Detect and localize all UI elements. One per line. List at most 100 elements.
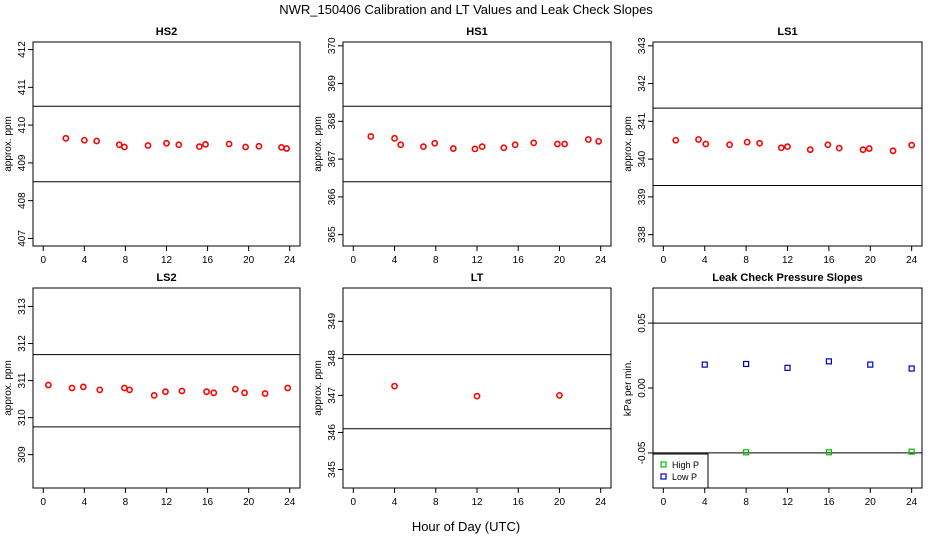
- data-point: [115, 141, 123, 149]
- y-tick-label: 412: [17, 41, 28, 58]
- data-point: [261, 390, 269, 397]
- legend-marker: [660, 461, 667, 468]
- x-tick-label: 16: [823, 255, 835, 266]
- data-point: [225, 140, 233, 148]
- panel-title: HS2: [156, 26, 177, 38]
- y-tick-label: 410: [17, 116, 28, 133]
- y-tick-label: 341: [637, 113, 648, 130]
- y-tick-label: 368: [327, 113, 338, 130]
- y-axis-label: kPa per min.: [623, 360, 634, 416]
- x-tick-label: 24: [906, 255, 918, 266]
- y-tick-label: 408: [17, 192, 28, 209]
- data-point: [45, 381, 52, 389]
- y-tick-label: 349: [327, 313, 338, 330]
- y-tick-label: 365: [327, 226, 338, 243]
- data-point: [806, 146, 814, 154]
- x-tick-label: 20: [243, 255, 255, 266]
- y-tick-label: 338: [637, 226, 648, 243]
- figure-title: NWR_150406 Calibration and LT Values and…: [279, 2, 653, 17]
- data-point: [556, 392, 563, 399]
- data-point: [530, 139, 538, 147]
- x-tick-label: 20: [865, 497, 877, 508]
- data-point: [397, 141, 405, 149]
- data-point: [241, 389, 248, 397]
- data-point: [511, 141, 519, 149]
- panel-title: Leak Check Pressure Slopes: [712, 272, 862, 284]
- data-point: [889, 147, 897, 155]
- data-point: [120, 143, 128, 151]
- x-tick-label: 0: [40, 255, 46, 266]
- x-tick-label: 16: [202, 497, 214, 508]
- x-tick-label: 12: [782, 255, 794, 266]
- data-point: [554, 140, 561, 148]
- y-tick-label: 345: [327, 461, 338, 478]
- y-tick-label: 339: [637, 188, 648, 205]
- data-point: [431, 139, 439, 147]
- figure-xlabel: Hour of Day (UTC): [412, 519, 520, 534]
- x-tick-label: 16: [513, 497, 525, 508]
- y-tick-label: 342: [637, 75, 648, 92]
- x-tick-label: 16: [823, 497, 835, 508]
- data-point: [908, 141, 916, 149]
- x-tick-label: 20: [554, 255, 566, 266]
- y-axis-label: approx. ppm: [313, 116, 324, 172]
- panel-4: LS2 approx. ppm 0 4 8 12 16 20 24 309 310 311 312 313: [3, 272, 301, 508]
- data-point: [68, 384, 76, 392]
- y-tick-label: -0.05: [637, 441, 648, 464]
- data-point: [595, 137, 603, 145]
- x-tick-label: 12: [782, 497, 794, 508]
- x-tick-label: 12: [161, 497, 173, 508]
- data-point: [449, 145, 457, 152]
- data-point: [150, 392, 158, 399]
- y-tick-label: 369: [327, 75, 338, 92]
- x-tick-label: 0: [661, 497, 667, 508]
- data-point: [908, 448, 915, 455]
- data-point: [743, 360, 750, 368]
- y-axis-label: approx. ppm: [3, 360, 14, 416]
- x-tick-label: 24: [284, 255, 296, 266]
- legend-label: High P: [672, 460, 699, 470]
- y-tick-label: 348: [327, 350, 338, 367]
- y-tick-label: 346: [327, 424, 338, 441]
- data-point: [824, 141, 832, 149]
- data-point: [255, 142, 263, 150]
- y-tick-label: 310: [17, 409, 28, 426]
- data-point: [584, 136, 592, 143]
- x-tick-label: 8: [743, 497, 749, 508]
- x-tick-label: 8: [433, 255, 439, 266]
- plot-frame: [342, 41, 612, 247]
- data-point: [163, 139, 170, 147]
- data-point: [473, 392, 481, 400]
- x-tick-label: 24: [284, 497, 296, 508]
- x-tick-label: 8: [743, 255, 749, 266]
- data-point: [162, 388, 169, 396]
- y-axis-label: approx. ppm: [623, 116, 634, 172]
- x-tick-label: 0: [40, 497, 46, 508]
- data-point: [144, 142, 152, 149]
- x-tick-label: 4: [82, 255, 88, 266]
- data-point: [859, 146, 867, 154]
- panel-3: LS1 approx. ppm 0 4 8 12 16 20 24 338 339 340 341 342…: [623, 26, 923, 266]
- data-point: [743, 449, 750, 456]
- x-tick-label: 8: [123, 497, 129, 508]
- data-point: [178, 387, 186, 395]
- plot-frame: [32, 287, 301, 489]
- data-point: [471, 145, 479, 153]
- data-point: [62, 134, 70, 142]
- data-point: [695, 136, 702, 143]
- x-tick-label: 4: [702, 255, 708, 266]
- y-tick-label: 340: [637, 150, 648, 167]
- y-tick-label: 311: [17, 372, 28, 388]
- x-tick-label: 12: [471, 497, 483, 508]
- y-tick-label: 407: [17, 230, 28, 247]
- data-point: [784, 143, 791, 151]
- data-point: [93, 137, 101, 145]
- data-point: [96, 386, 104, 394]
- y-tick-label: 347: [327, 387, 338, 404]
- y-tick-label: 367: [327, 150, 338, 167]
- y-tick-label: 312: [17, 335, 28, 352]
- x-tick-label: 8: [123, 255, 129, 266]
- data-point: [79, 383, 87, 391]
